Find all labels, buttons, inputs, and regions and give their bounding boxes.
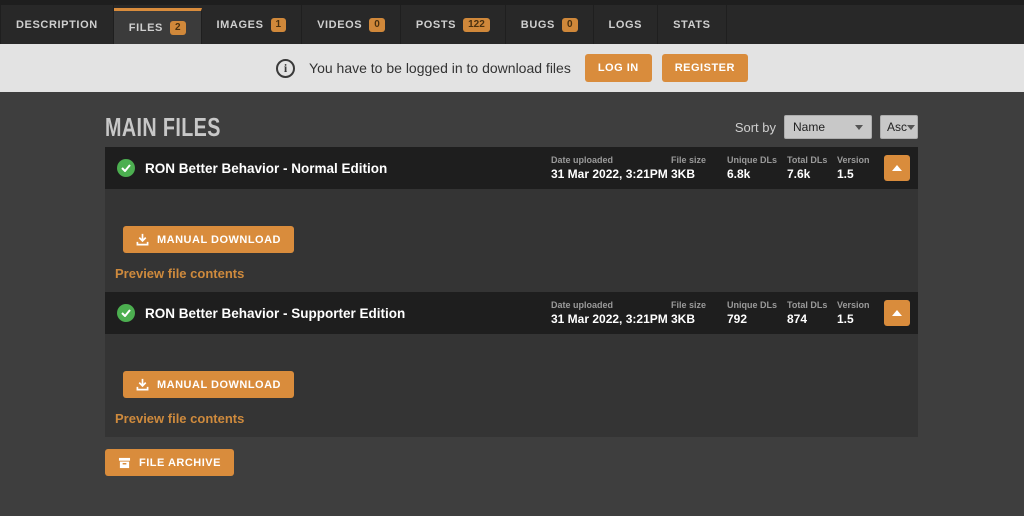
file-card-body: MANUAL DOWNLOAD Preview file contents [105, 189, 918, 292]
tab-count-badge: 1 [270, 17, 287, 32]
manual-download-button[interactable]: MANUAL DOWNLOAD [123, 226, 295, 253]
manual-download-button[interactable]: MANUAL DOWNLOAD [123, 371, 295, 398]
register-button[interactable]: REGISTER [661, 54, 748, 82]
info-icon: i [276, 58, 296, 78]
preview-file-contents-link[interactable]: Preview file contents [115, 411, 245, 426]
tab-count-badge: 2 [169, 20, 186, 35]
download-icon [136, 378, 149, 391]
sort-by-label: Sort by [734, 119, 776, 135]
file-name-wrap: RON Better Behavior - Normal Edition [117, 159, 551, 177]
tab-count-badge: 0 [561, 17, 578, 32]
login-notice-text: You have to be logged in to download fil… [309, 60, 571, 76]
tab-logs[interactable]: LOGS [594, 5, 659, 44]
tab-label: FILES [128, 21, 163, 34]
tab-label: IMAGES [216, 18, 264, 31]
tab-bar: DESCRIPTION FILES 2 IMAGES 1 VIDEOS 0 PO… [0, 0, 1024, 44]
tab-files[interactable]: FILES 2 [113, 8, 202, 44]
sort-controls: Sort by Name Asc [735, 115, 918, 139]
sort-field-select[interactable]: Name [784, 115, 872, 139]
chevron-down-icon [855, 124, 863, 130]
login-button[interactable]: LOG IN [584, 54, 652, 82]
file-name: RON Better Behavior - Supporter Edition [145, 305, 406, 321]
file-row-header: RON Better Behavior - Normal Edition Dat… [105, 147, 918, 189]
stat-total-dls: Total DLs 874 [787, 300, 828, 326]
stat-total-dls: Total DLs 7.6k [787, 155, 828, 181]
tab-label: DESCRIPTION [16, 18, 98, 31]
stat-date-uploaded: Date uploaded 31 Mar 2022, 3:21PM [551, 300, 668, 326]
sort-order-select[interactable]: Asc [880, 115, 918, 139]
stat-unique-dls: Unique DLs 792 [727, 300, 778, 326]
stat-file-size: File size 3KB [671, 155, 707, 181]
tab-label: LOGS [608, 18, 643, 31]
stat-version: Version 1.5 [837, 300, 870, 326]
tab-label: STATS [673, 18, 711, 31]
sort-field-value: Name [793, 120, 826, 134]
preview-file-contents-link[interactable]: Preview file contents [115, 266, 245, 281]
archive-box-icon [118, 457, 131, 468]
tab-count-badge: 122 [463, 17, 490, 32]
file-row-header: RON Better Behavior - Supporter Edition … [105, 292, 918, 334]
file-name: RON Better Behavior - Normal Edition [145, 160, 388, 176]
chevron-down-icon [907, 124, 916, 130]
file-card: RON Better Behavior - Supporter Edition … [105, 292, 918, 437]
stat-file-size: File size 3KB [671, 300, 707, 326]
tab-stats[interactable]: STATS [658, 5, 727, 44]
tab-count-badge: 0 [369, 17, 385, 32]
sort-order-value: Asc [887, 120, 908, 134]
tab-images[interactable]: IMAGES 1 [202, 5, 303, 44]
check-circle-icon [117, 159, 135, 177]
collapse-button[interactable] [884, 155, 910, 181]
tab-label: POSTS [415, 18, 457, 31]
stat-date-uploaded: Date uploaded 31 Mar 2022, 3:21PM [551, 155, 668, 181]
main-content: MAIN FILES Sort by Name Asc [0, 92, 1024, 516]
login-notice-bar: i You have to be logged in to download f… [0, 44, 1024, 92]
collapse-button[interactable] [884, 300, 910, 326]
file-name-wrap: RON Better Behavior - Supporter Edition [117, 304, 551, 322]
tab-posts[interactable]: POSTS 122 [401, 5, 506, 44]
files-header: MAIN FILES Sort by Name Asc [105, 110, 918, 144]
tab-bugs[interactable]: BUGS 0 [506, 5, 594, 44]
file-archive-button[interactable]: FILE ARCHIVE [105, 449, 234, 476]
file-card-body: MANUAL DOWNLOAD Preview file contents [105, 334, 918, 437]
check-circle-icon [117, 304, 135, 322]
tab-description[interactable]: DESCRIPTION [0, 5, 114, 44]
download-icon [136, 233, 149, 246]
tab-videos[interactable]: VIDEOS 0 [302, 5, 401, 44]
stat-version: Version 1.5 [837, 155, 870, 181]
chevron-up-icon [892, 165, 902, 171]
stat-unique-dls: Unique DLs 6.8k [727, 155, 778, 181]
tab-label: VIDEOS [317, 18, 363, 31]
file-card: RON Better Behavior - Normal Edition Dat… [105, 147, 918, 292]
chevron-up-icon [892, 310, 902, 316]
tab-label: BUGS [520, 18, 555, 31]
page-title: MAIN FILES [105, 111, 221, 142]
